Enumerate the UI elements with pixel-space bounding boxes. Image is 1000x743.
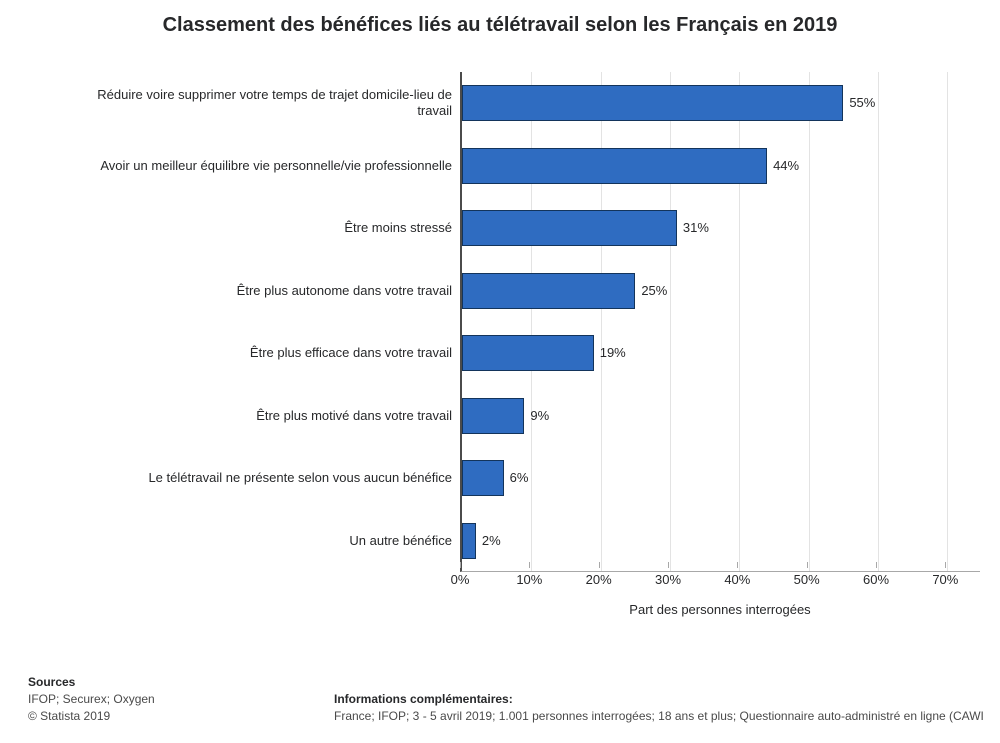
bar-row: 31% — [462, 210, 980, 246]
bar-row: 9% — [462, 398, 980, 434]
x-axis-label: Part des personnes interrogées — [460, 602, 980, 617]
plot-area: 55% 44% 31% 25% 19% 9%6%2% — [460, 72, 980, 572]
x-tick-label: 20% — [579, 572, 619, 587]
bar-value-label: 55% — [849, 85, 875, 121]
bar — [462, 273, 635, 309]
bar-row: 55% — [462, 85, 980, 121]
category-label: Réduire voire supprimer votre temps de t… — [92, 85, 452, 121]
x-tick-label: 60% — [856, 572, 896, 587]
category-label: Être moins stressé — [92, 210, 452, 246]
bar — [462, 523, 476, 559]
bar-row: 6% — [462, 460, 980, 496]
x-tick-label: 40% — [717, 572, 757, 587]
bar-row: 25% — [462, 273, 980, 309]
bar-value-label: 44% — [773, 148, 799, 184]
x-tick-label: 50% — [787, 572, 827, 587]
category-label: Un autre bénéfice — [92, 523, 452, 559]
x-tick-label: 0% — [440, 572, 480, 587]
sources-text: IFOP; Securex; Oxygen — [28, 691, 318, 708]
x-tick-label: 70% — [925, 572, 965, 587]
bar — [462, 85, 843, 121]
copyright-text: © Statista 2019 — [28, 708, 318, 725]
category-label: Être plus autonome dans votre travail — [92, 273, 452, 309]
bar — [462, 460, 504, 496]
bar-value-label: 31% — [683, 210, 709, 246]
bar-value-label: 9% — [530, 398, 549, 434]
chart-area: 55% 44% 31% 25% 19% 9%6%2% Part des personnes… — [0, 62, 1000, 642]
bar-row: 2% — [462, 523, 980, 559]
info-text: France; IFOP; 3 - 5 avril 2019; 1.001 pe… — [334, 708, 1000, 725]
bar — [462, 148, 767, 184]
x-tick-label: 30% — [648, 572, 688, 587]
x-tick-label: 10% — [509, 572, 549, 587]
bar — [462, 210, 677, 246]
category-label: Être plus motivé dans votre travail — [92, 398, 452, 434]
bar-value-label: 25% — [641, 273, 667, 309]
bar — [462, 398, 524, 434]
bar-row: 44% — [462, 148, 980, 184]
bar-value-label: 19% — [600, 335, 626, 371]
bar — [462, 335, 594, 371]
chart-title: Classement des bénéfices liés au télétra… — [0, 0, 1000, 43]
bar-value-label: 6% — [510, 460, 529, 496]
bar-row: 19% — [462, 335, 980, 371]
category-label: Le télétravail ne présente selon vous au… — [92, 460, 452, 496]
info-heading: Informations complémentaires: — [334, 692, 1000, 706]
category-label: Avoir un meilleur équilibre vie personne… — [92, 148, 452, 184]
bar-value-label: 2% — [482, 523, 501, 559]
sources-heading: Sources — [28, 675, 318, 689]
category-label: Être plus efficace dans votre travail — [92, 335, 452, 371]
